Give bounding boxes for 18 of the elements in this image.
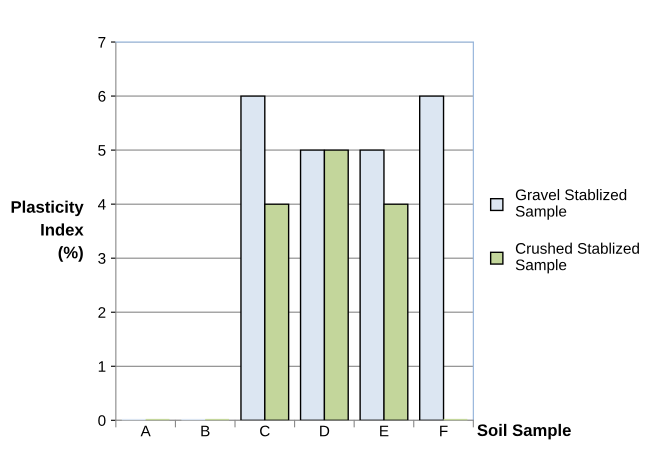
y-tick-label: 5 xyxy=(98,145,106,156)
x-tick-label: B xyxy=(201,426,210,436)
legend-label: Gravel Stablized Sample xyxy=(516,189,626,220)
y-axis-title: Plasticity Index (%) xyxy=(12,200,84,262)
y-tick-label: 4 xyxy=(98,199,106,210)
y-tick-label: 6 xyxy=(98,90,106,102)
legend-label: Crushed Stablized Sample xyxy=(516,242,639,274)
y-tick-label: 0 xyxy=(98,415,106,426)
x-tick-label: D xyxy=(320,426,330,436)
x-tick-label: F xyxy=(440,426,448,436)
y-tick-label: 7 xyxy=(98,37,106,48)
y-tick-label: 1 xyxy=(98,361,106,372)
x-tick-label: E xyxy=(380,426,388,436)
x-tick-label: C xyxy=(260,426,270,436)
y-tick-label: 3 xyxy=(98,253,106,264)
x-axis-title: Soil Sample xyxy=(477,424,571,440)
x-tick-label: A xyxy=(140,426,151,436)
y-tick-label: 2 xyxy=(98,307,106,318)
